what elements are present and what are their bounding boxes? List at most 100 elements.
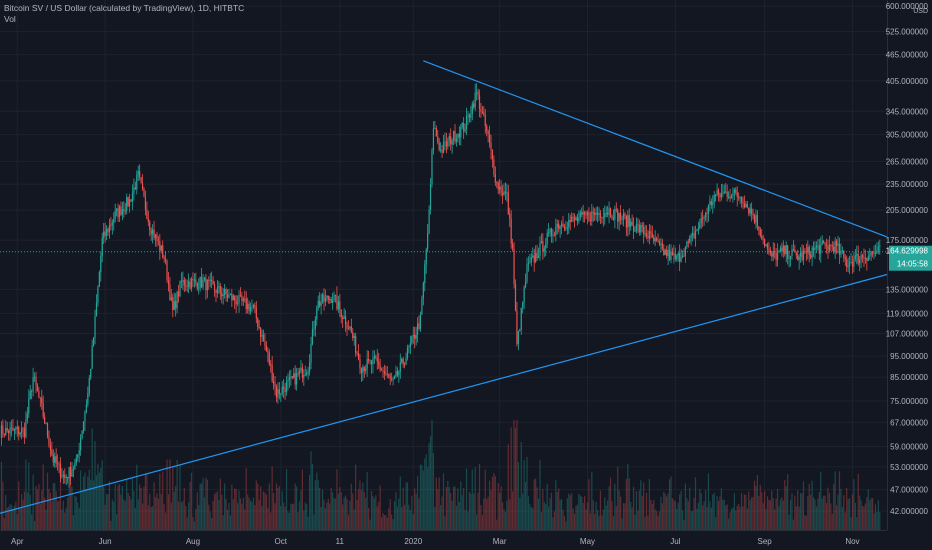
volume-bar: [193, 521, 195, 530]
candle-body: [605, 212, 607, 214]
candle-body: [795, 252, 797, 256]
candle-body: [454, 130, 456, 142]
candle-body: [563, 226, 566, 229]
volume-bar: [474, 467, 476, 530]
candle-body: [346, 324, 348, 329]
volume-bar: [504, 511, 507, 530]
volume-bar: [281, 491, 283, 530]
candle-body: [90, 368, 92, 378]
volume-bar: [8, 506, 10, 530]
candle-body: [159, 241, 161, 251]
candle-body: [75, 457, 77, 463]
candle-body: [579, 212, 581, 218]
volume-bar: [33, 521, 36, 530]
candle-body: [742, 201, 744, 204]
trendlines[interactable]: [0, 60, 888, 514]
candle-body: [170, 297, 172, 301]
volume-bar: [484, 469, 486, 530]
volume-bar: [137, 499, 139, 530]
volume-bar: [234, 488, 236, 530]
volume-bar: [337, 493, 339, 530]
price-tick-label: 205.000000: [886, 206, 929, 215]
candle-body: [225, 289, 227, 295]
candle-body: [661, 243, 663, 249]
candle-body: [801, 252, 803, 260]
volume-bar: [327, 498, 329, 530]
candle-body: [726, 191, 728, 197]
volume-bar: [656, 511, 658, 530]
volume-bar: [163, 504, 165, 530]
volume-bar: [746, 508, 748, 530]
volume-bar: [72, 515, 75, 530]
candle-body: [121, 209, 123, 215]
volume-bar: [75, 496, 77, 530]
volume-bar: [245, 468, 247, 530]
candle-body: [20, 428, 23, 433]
last-price-box: [889, 245, 932, 271]
candle-body: [36, 385, 39, 392]
volume-bar: [392, 519, 394, 530]
candle-body: [572, 216, 574, 218]
candle-body: [432, 128, 435, 151]
candle-body: [596, 212, 599, 215]
candle-body: [474, 92, 476, 108]
volume-bar: [254, 505, 256, 530]
volume-bar: [710, 507, 712, 530]
volume-bar: [467, 511, 469, 530]
candle-body: [434, 128, 436, 129]
volume-bar: [35, 485, 37, 530]
volume-bar: [388, 508, 390, 530]
candle-body: [791, 249, 793, 257]
time-axis[interactable]: Apr Jun Aug Oct 11 2020 Mar May Jul Sep Nov: [11, 537, 860, 546]
candle-body: [463, 122, 465, 132]
volume-bar: [242, 497, 244, 530]
candle-body: [863, 257, 865, 259]
candle-body: [451, 140, 453, 145]
volume-bar: [837, 494, 839, 530]
candle-body: [438, 142, 440, 150]
candle-body: [200, 276, 203, 288]
candle-body: [771, 253, 773, 257]
volume-bar: [100, 468, 102, 530]
price-axis[interactable]: 600.000000 525.000000 465.000000 405.000000…: [886, 2, 929, 516]
volume-bar: [522, 493, 524, 530]
volume-bar: [730, 508, 733, 530]
candle-body: [169, 284, 171, 301]
volume-bar: [764, 490, 766, 530]
candle-body: [664, 250, 666, 255]
candle-body: [38, 391, 40, 398]
price-tick-label: 135.000000: [886, 285, 929, 294]
candle-body: [185, 285, 187, 287]
volume-bar: [494, 476, 496, 530]
volume-bar: [133, 491, 135, 530]
volume-bar: [188, 502, 190, 530]
candle-body: [262, 334, 265, 342]
candle-body: [437, 136, 439, 143]
volume-bar: [382, 513, 384, 530]
trendline-support[interactable]: [0, 273, 888, 514]
candle-body: [722, 192, 724, 194]
candle-body: [559, 226, 561, 229]
candle-body: [608, 208, 610, 215]
volume-bar: [827, 487, 829, 530]
volume-bar: [15, 501, 17, 530]
volume-bar: [13, 505, 15, 530]
trendline-resistance[interactable]: [423, 60, 888, 238]
candle-body: [677, 253, 679, 256]
volume-bar: [167, 494, 170, 530]
candle-body: [657, 240, 659, 243]
volume-bar: [306, 504, 308, 530]
candle-body: [506, 192, 508, 194]
candle-body: [255, 307, 257, 319]
volume-bar: [88, 469, 90, 530]
volume-bar: [877, 500, 879, 530]
candle-body: [298, 371, 301, 375]
candle-body: [280, 393, 282, 395]
candle-body: [44, 416, 46, 424]
candle-body: [827, 245, 829, 251]
volume-bar: [592, 500, 594, 530]
candle-body: [32, 377, 34, 392]
candle-body: [569, 219, 571, 222]
volume-bar: [425, 454, 427, 530]
